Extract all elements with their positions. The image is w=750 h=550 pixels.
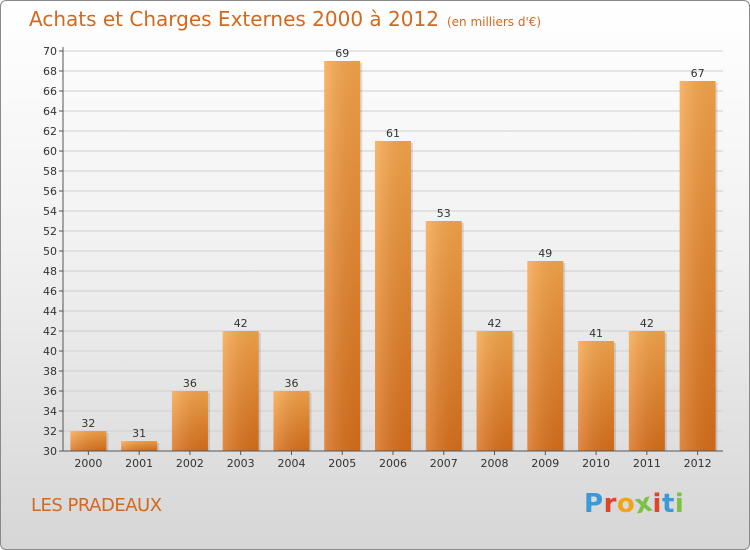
y-tick-label: 54 [43,205,57,218]
value-label: 36 [284,377,298,390]
y-tick-label: 50 [43,245,57,258]
bar-highlight [324,61,361,451]
value-label: 42 [234,317,248,330]
y-tick-label: 34 [43,405,57,418]
y-tick-label: 40 [43,345,57,358]
value-label: 67 [691,67,705,80]
bar-highlight [679,81,716,451]
x-tick-label: 2001 [125,457,153,470]
value-label: 69 [335,47,349,60]
bar-highlight [628,331,665,451]
value-label: 49 [538,247,552,260]
y-tick-label: 42 [43,325,57,338]
bar-highlight [578,341,615,451]
y-tick-label: 38 [43,365,57,378]
logo-letter: r [603,489,617,519]
x-tick-label: 2005 [328,457,356,470]
logo-letter: i [674,489,685,519]
value-label: 61 [386,127,400,140]
bar-highlight [222,331,259,451]
logo-letter: i [652,489,662,519]
chart-title: Achats et Charges Externes 2000 à 2012 (e… [29,7,541,31]
commune-name: LES PRADEAUX [31,495,162,516]
x-tick-label: 2003 [227,457,255,470]
y-tick-label: 60 [43,145,57,158]
logo-letter: P [584,489,604,519]
y-tick-label: 62 [43,125,57,138]
value-label: 53 [437,207,451,220]
y-tick-label: 66 [43,85,57,98]
x-tick-label: 2006 [379,457,407,470]
bar-highlight [425,221,462,451]
x-tick-label: 2004 [277,457,305,470]
y-tick-label: 32 [43,425,57,438]
y-tick-label: 64 [43,105,57,118]
value-label: 31 [132,427,146,440]
y-tick-label: 58 [43,165,57,178]
title-text: Achats et Charges Externes 2000 à 2012 [29,7,439,31]
x-tick-label: 2010 [582,457,610,470]
value-label: 42 [640,317,654,330]
y-tick-label: 44 [43,305,57,318]
value-label: 36 [183,377,197,390]
x-tick-label: 2008 [481,457,509,470]
y-tick-label: 70 [43,45,57,58]
x-tick-label: 2002 [176,457,204,470]
bar-highlight [476,331,513,451]
y-tick-label: 36 [43,385,57,398]
x-tick-label: 2009 [531,457,559,470]
value-label: 41 [589,327,603,340]
y-tick-label: 48 [43,265,57,278]
x-axis-ticks: 2000 2001 2002 2003 2004 2005 2006 2007 2008 2009… [74,451,712,470]
proxiti-logo: Proxiti [584,488,685,521]
value-label: 32 [81,417,95,430]
bar-highlight [375,141,411,451]
y-tick-label: 56 [43,185,57,198]
bar-highlight [70,431,107,451]
bar-highlight [527,261,564,451]
bars [70,61,718,451]
axes [62,47,723,452]
value-label: 42 [488,317,502,330]
y-tick-label: 46 [43,285,57,298]
x-tick-label: 2011 [633,457,661,470]
y-tick-label: 68 [43,65,57,78]
x-tick-label: 2000 [74,457,102,470]
logo-letter: o [616,489,636,519]
y-axis-ticks: 30 32 34 36 38 40 42 44 46 48 50 52 54 56 58 60 62 64 66 68… [43,45,63,458]
value-labels: 32 31 36 42 36 69 61 53 42 49 41 42 67 [81,47,704,440]
y-tick-label: 52 [43,225,57,238]
chart-subtitle: (en milliers d'€) [446,15,542,29]
bar-highlight [273,391,310,451]
logo-letter: t [661,489,675,519]
x-tick-label: 2012 [684,457,712,470]
x-tick-label: 2007 [430,457,458,470]
bar-highlight [121,441,158,451]
bar-highlight [171,391,208,451]
y-tick-label: 30 [43,445,57,458]
